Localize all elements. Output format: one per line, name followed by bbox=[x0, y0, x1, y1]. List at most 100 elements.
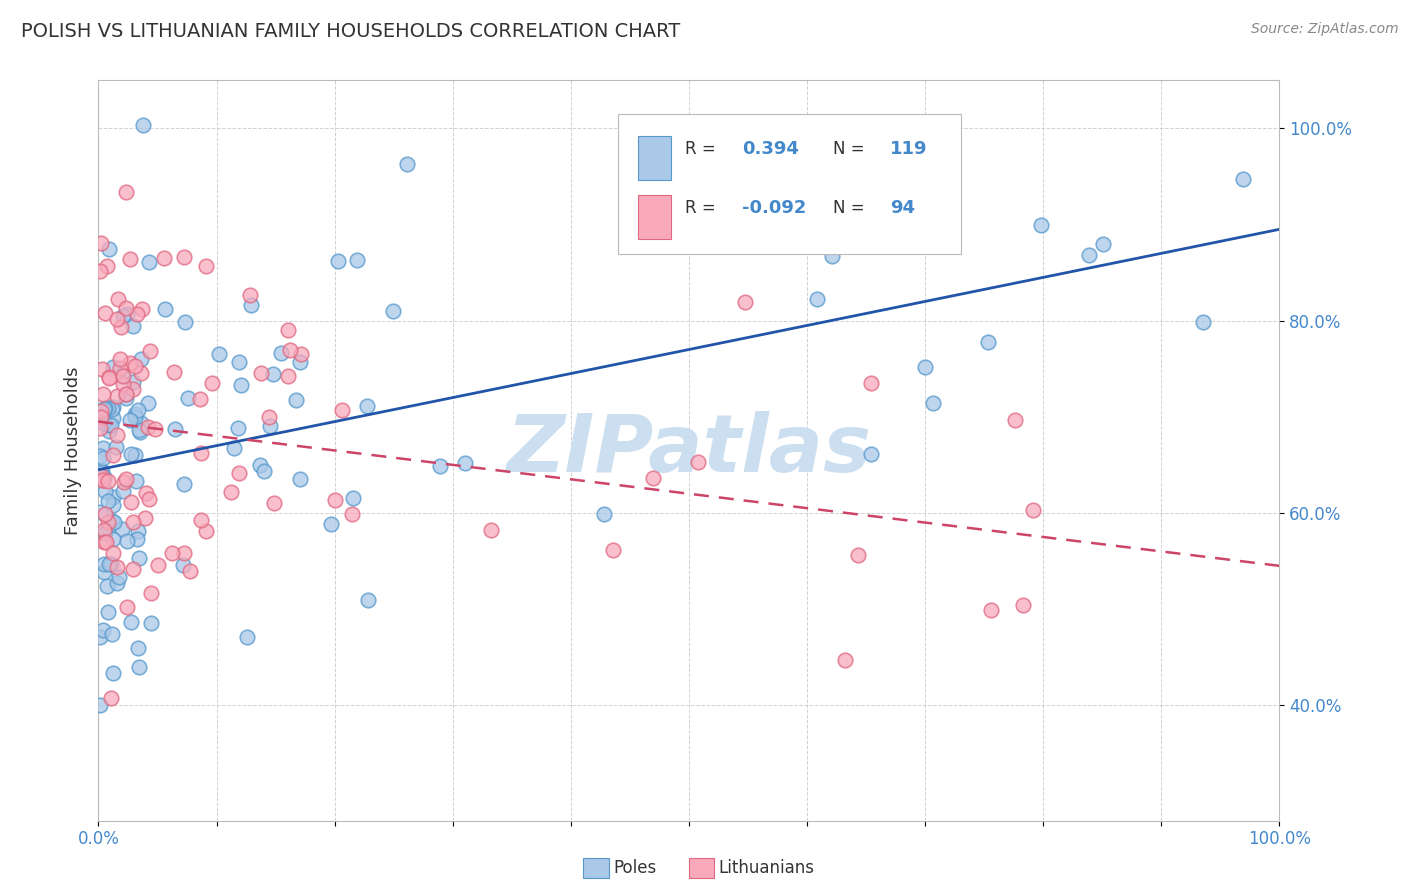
Point bbox=[228, 355, 250, 369]
Point bbox=[100, 690, 122, 705]
Point bbox=[129, 425, 152, 440]
Point bbox=[395, 156, 418, 170]
Point bbox=[89, 504, 111, 518]
Point bbox=[112, 483, 135, 498]
Point bbox=[229, 378, 252, 392]
Point bbox=[342, 491, 364, 506]
Point bbox=[127, 402, 149, 417]
Point bbox=[132, 118, 155, 132]
Point bbox=[93, 401, 115, 416]
Point bbox=[103, 546, 125, 560]
Point bbox=[93, 565, 115, 579]
Point bbox=[101, 360, 124, 375]
Point bbox=[97, 401, 120, 416]
Point bbox=[173, 546, 195, 560]
Point bbox=[122, 382, 145, 396]
Point bbox=[105, 575, 128, 590]
Point bbox=[219, 485, 242, 500]
Point bbox=[100, 418, 122, 433]
Point bbox=[93, 507, 115, 521]
Point bbox=[103, 498, 125, 512]
Point bbox=[90, 466, 112, 480]
Point bbox=[319, 517, 342, 532]
Text: 0.394: 0.394 bbox=[742, 139, 799, 158]
Point bbox=[101, 665, 124, 680]
Point bbox=[98, 418, 121, 433]
Point bbox=[342, 507, 364, 521]
Point bbox=[139, 585, 162, 599]
Point bbox=[125, 533, 148, 547]
Point bbox=[641, 471, 664, 485]
Point bbox=[89, 698, 111, 713]
Point bbox=[89, 264, 111, 278]
Point bbox=[593, 507, 616, 521]
Point bbox=[201, 376, 224, 390]
Point bbox=[93, 557, 115, 571]
Point bbox=[686, 455, 709, 469]
Point bbox=[98, 558, 121, 572]
Point bbox=[734, 294, 756, 309]
Point bbox=[122, 562, 145, 576]
Point bbox=[163, 422, 186, 436]
Point bbox=[263, 496, 285, 510]
Point bbox=[120, 413, 142, 427]
Point bbox=[143, 422, 166, 436]
Point bbox=[120, 495, 142, 509]
Point bbox=[290, 472, 312, 486]
Point bbox=[173, 250, 195, 264]
Point bbox=[105, 559, 128, 574]
Point bbox=[1232, 172, 1254, 186]
Point bbox=[111, 368, 134, 382]
FancyBboxPatch shape bbox=[619, 113, 960, 254]
Point bbox=[859, 376, 882, 390]
Point bbox=[100, 402, 122, 417]
Point bbox=[160, 546, 183, 560]
Point bbox=[96, 579, 118, 593]
Point bbox=[103, 532, 125, 546]
Point bbox=[346, 252, 368, 267]
Point bbox=[135, 486, 157, 500]
Point bbox=[124, 448, 146, 462]
Point bbox=[357, 593, 380, 607]
Point bbox=[101, 400, 124, 414]
Point bbox=[115, 599, 138, 614]
Point bbox=[120, 252, 142, 267]
Point bbox=[105, 389, 128, 403]
Point bbox=[91, 450, 114, 465]
Point bbox=[131, 301, 153, 316]
Point bbox=[96, 259, 118, 273]
Bar bbox=[638, 195, 671, 239]
Point bbox=[188, 392, 211, 406]
Y-axis label: Family Households: Family Households bbox=[63, 367, 82, 534]
Point bbox=[138, 255, 160, 269]
Point bbox=[259, 419, 281, 434]
Point bbox=[115, 533, 138, 548]
Point bbox=[129, 366, 152, 380]
Point bbox=[112, 376, 135, 391]
Point bbox=[806, 292, 828, 306]
Point bbox=[100, 557, 122, 571]
Point bbox=[138, 491, 160, 506]
Text: R =: R = bbox=[685, 199, 721, 217]
Point bbox=[914, 359, 936, 374]
Point bbox=[105, 428, 128, 442]
Point bbox=[124, 409, 146, 424]
Point bbox=[90, 404, 112, 418]
Point bbox=[111, 309, 134, 323]
Point bbox=[239, 298, 262, 312]
Point bbox=[97, 494, 120, 508]
Point bbox=[330, 403, 353, 417]
Point bbox=[250, 366, 273, 380]
Point bbox=[91, 387, 114, 401]
Point bbox=[94, 526, 117, 541]
Point bbox=[94, 535, 117, 549]
Text: Source: ZipAtlas.com: Source: ZipAtlas.com bbox=[1251, 22, 1399, 37]
Text: -0.092: -0.092 bbox=[742, 199, 807, 217]
Point bbox=[107, 292, 129, 306]
Point bbox=[101, 514, 124, 528]
Point bbox=[1092, 236, 1115, 251]
Text: R =: R = bbox=[685, 139, 721, 158]
Point bbox=[224, 441, 246, 455]
Point bbox=[97, 474, 120, 488]
Point bbox=[290, 347, 312, 361]
